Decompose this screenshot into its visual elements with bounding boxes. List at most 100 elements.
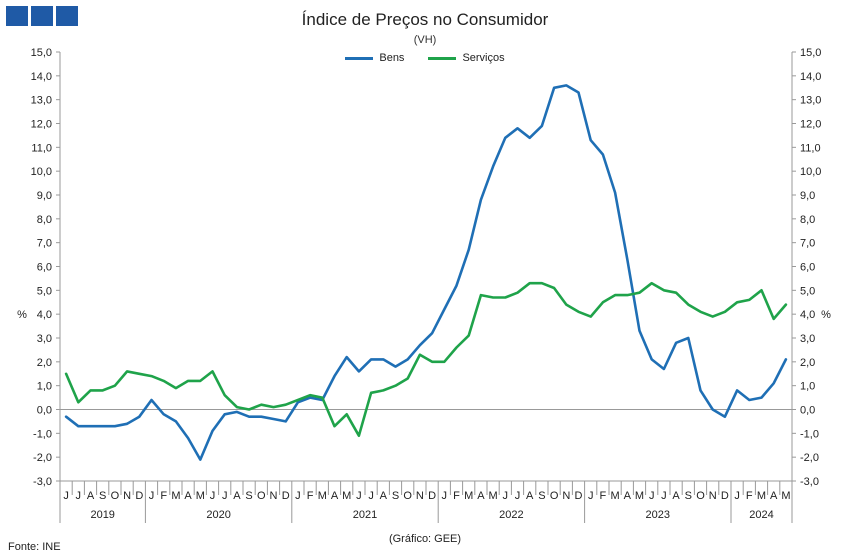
y-tick-label-left: 4,0	[37, 309, 52, 321]
logo-block	[56, 6, 78, 26]
y-tick-label-right: 10,0	[800, 166, 821, 178]
y-tick-label-left: 2,0	[37, 357, 52, 369]
chart-credit: (Gráfico: GEE)	[388, 533, 462, 545]
chart-source: Fonte: INE	[8, 541, 61, 553]
x-tick-label: D	[282, 490, 290, 502]
legend-label-servicos: Serviços	[462, 52, 505, 64]
x-tick-label: O	[257, 490, 266, 502]
y-tick-label-right: 4,0	[800, 309, 815, 321]
x-tick-label: M	[489, 490, 498, 502]
series-line-bens	[64, 84, 788, 461]
x-tick-label: N	[270, 490, 278, 502]
y-tick-label-left: -2,0	[33, 452, 52, 464]
y-tick-label-right: 13,0	[800, 95, 821, 107]
x-tick-label: J	[149, 490, 155, 502]
x-tick-label: M	[318, 490, 327, 502]
y-tick-label-right: 5,0	[800, 285, 815, 297]
logo-block	[6, 6, 28, 26]
y-tick-label-right: 11,0	[800, 142, 821, 154]
y-tick-label-right: 12,0	[800, 119, 821, 131]
x-tick-label: M	[464, 490, 473, 502]
legend: Bens Serviços	[0, 52, 850, 64]
x-tick-label: A	[184, 490, 192, 502]
y-axis-label-right: %	[821, 309, 831, 321]
x-tick-label: N	[416, 490, 424, 502]
y-tick-label-left: 5,0	[37, 285, 52, 297]
x-tick-label: N	[709, 490, 717, 502]
y-tick-label-left: 9,0	[37, 190, 52, 202]
x-tick-label: S	[392, 490, 399, 502]
x-tick-label: N	[562, 490, 570, 502]
x-tick-label: A	[672, 490, 680, 502]
y-tick-label-right: -1,0	[800, 428, 819, 440]
y-tick-label-right: 3,0	[800, 333, 815, 345]
y-tick-label-right: 9,0	[800, 190, 815, 202]
y-tick-label-left: 15,0	[31, 47, 52, 59]
y-tick-label-left: 1,0	[37, 381, 52, 393]
logo-block	[31, 6, 53, 26]
y-tick-label-left: -3,0	[33, 476, 52, 488]
x-tick-label: J	[503, 490, 509, 502]
y-tick-label-right: 14,0	[800, 71, 821, 83]
y-tick-label-left: 7,0	[37, 238, 52, 250]
x-tick-label: O	[403, 490, 412, 502]
x-tick-label: F	[160, 490, 167, 502]
logo	[6, 6, 78, 26]
x-tick-label: D	[135, 490, 143, 502]
y-tick-label-right: 0,0	[800, 405, 815, 417]
x-tick-label: F	[307, 490, 314, 502]
year-label: 2019	[90, 509, 114, 521]
y-tick-label-left: 12,0	[31, 119, 52, 131]
x-tick-label: J	[356, 490, 362, 502]
y-tick-label-right: 1,0	[800, 381, 815, 393]
x-tick-label: J	[734, 490, 740, 502]
x-tick-label: A	[233, 490, 241, 502]
legend-item-servicos: Serviços	[428, 52, 505, 64]
x-tick-label: J	[442, 490, 448, 502]
x-tick-label: J	[295, 490, 301, 502]
y-tick-label-left: 14,0	[31, 71, 52, 83]
x-tick-label: J	[661, 490, 667, 502]
y-tick-label-right: -3,0	[800, 476, 819, 488]
y-tick-label-right: 8,0	[800, 214, 815, 226]
x-tick-label: N	[123, 490, 131, 502]
year-label: 2021	[353, 509, 377, 521]
x-tick-label: F	[453, 490, 460, 502]
y-tick-label-right: -2,0	[800, 452, 819, 464]
x-tick-label: F	[600, 490, 607, 502]
x-tick-label: J	[222, 490, 228, 502]
y-tick-label-left: -1,0	[33, 428, 52, 440]
x-tick-label: J	[210, 490, 216, 502]
x-tick-label: D	[428, 490, 436, 502]
year-label: 2022	[499, 509, 523, 521]
x-tick-label: A	[624, 490, 632, 502]
y-tick-label-right: 15,0	[800, 47, 821, 59]
x-tick-label: D	[721, 490, 729, 502]
y-tick-label-right: 2,0	[800, 357, 815, 369]
year-label: 2024	[749, 509, 773, 521]
legend-item-bens: Bens	[345, 52, 404, 64]
year-label: 2020	[206, 509, 230, 521]
y-tick-label-left: 3,0	[37, 333, 52, 345]
x-tick-label: M	[611, 490, 620, 502]
x-tick-label: S	[99, 490, 106, 502]
y-tick-label-left: 13,0	[31, 95, 52, 107]
y-tick-label-left: 6,0	[37, 262, 52, 274]
x-tick-label: O	[111, 490, 120, 502]
year-label: 2023	[646, 509, 670, 521]
legend-label-bens: Bens	[379, 52, 405, 64]
legend-swatch-bens	[345, 56, 374, 60]
x-tick-label: J	[76, 490, 82, 502]
x-tick-label: S	[538, 490, 545, 502]
x-tick-label: A	[526, 490, 534, 502]
x-tick-label: O	[696, 490, 705, 502]
x-tick-label: A	[477, 490, 485, 502]
x-tick-label: J	[649, 490, 655, 502]
x-tick-label: S	[685, 490, 692, 502]
chart-title: Índice de Preços no Consumidor	[301, 10, 549, 29]
x-tick-label: A	[87, 490, 95, 502]
x-tick-label: O	[550, 490, 559, 502]
x-tick-label: J	[368, 490, 374, 502]
x-tick-label: J	[588, 490, 594, 502]
x-tick-label: M	[171, 490, 180, 502]
